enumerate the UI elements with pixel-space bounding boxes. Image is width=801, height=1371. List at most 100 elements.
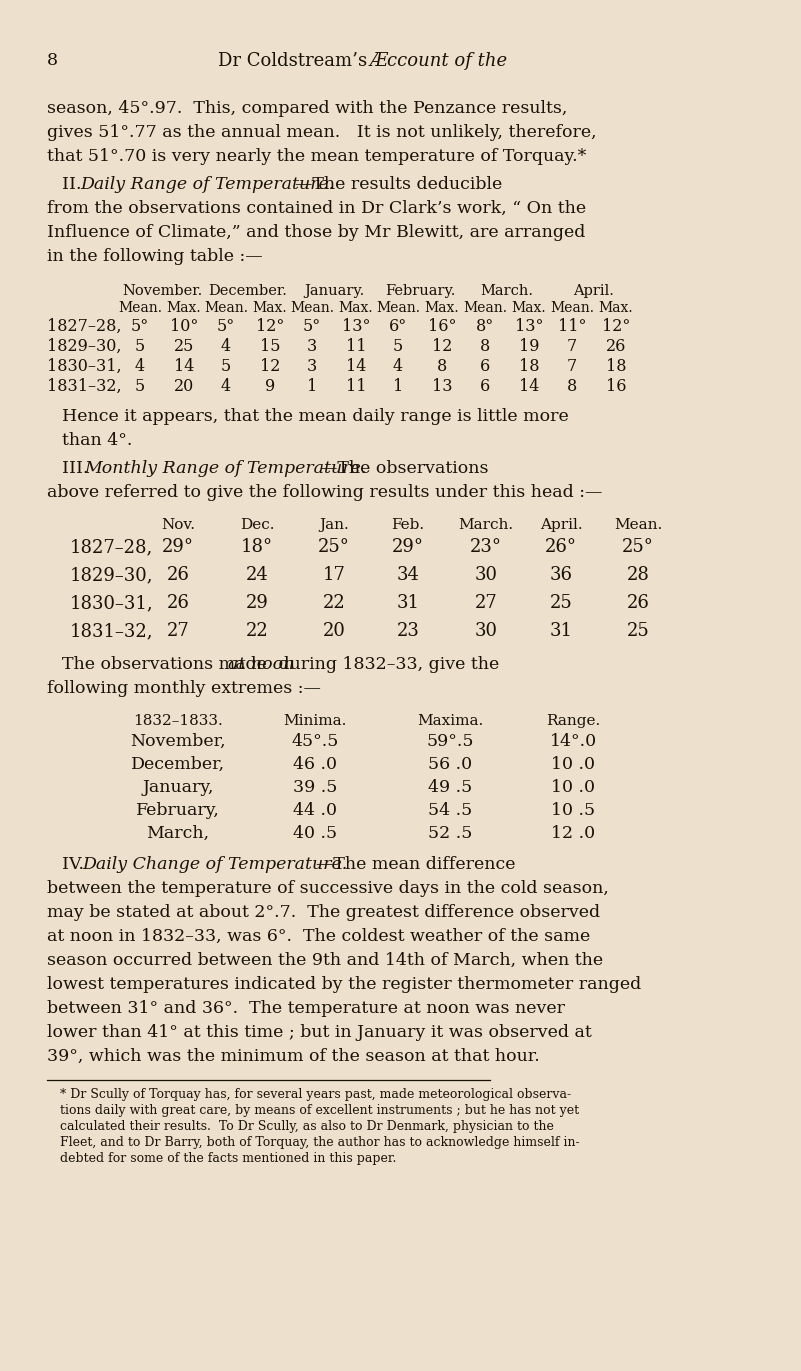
Text: 20: 20 (174, 378, 194, 395)
Text: that 51°.70 is very nearly the mean temperature of Torquay.*: that 51°.70 is very nearly the mean temp… (47, 148, 586, 165)
Text: 18: 18 (519, 358, 539, 376)
Text: February,: February, (136, 802, 220, 818)
Text: 23°: 23° (470, 537, 502, 557)
Text: 1829–30,: 1829–30, (47, 339, 122, 355)
Text: 6°: 6° (388, 318, 407, 335)
Text: 49 .5: 49 .5 (428, 779, 472, 797)
Text: Range.: Range. (545, 714, 600, 728)
Text: between the temperature of successive days in the cold season,: between the temperature of successive da… (47, 880, 609, 897)
Text: 7: 7 (567, 358, 578, 376)
Text: 39 .5: 39 .5 (293, 779, 337, 797)
Text: 1827–28,: 1827–28, (70, 537, 153, 557)
Text: between 31° and 36°.  The temperature at noon was never: between 31° and 36°. The temperature at … (47, 999, 565, 1017)
Text: 11°: 11° (557, 318, 586, 335)
Text: 23: 23 (396, 622, 420, 640)
Text: 8°: 8° (476, 318, 494, 335)
Text: 12 .0: 12 .0 (551, 825, 595, 842)
Text: —The observations: —The observations (320, 461, 489, 477)
Text: Mean.: Mean. (614, 518, 662, 532)
Text: 16: 16 (606, 378, 626, 395)
Text: 10°: 10° (170, 318, 198, 335)
Text: following monthly extremes :—: following monthly extremes :— (47, 680, 321, 696)
Text: 10 .5: 10 .5 (551, 802, 595, 818)
Text: III.: III. (62, 461, 94, 477)
Text: 6: 6 (480, 378, 490, 395)
Text: —The mean difference: —The mean difference (316, 856, 516, 873)
Text: 5°: 5° (131, 318, 149, 335)
Text: Max.: Max. (425, 302, 459, 315)
Text: 9: 9 (265, 378, 275, 395)
Text: January.: January. (304, 284, 364, 298)
Text: Max.: Max. (598, 302, 634, 315)
Text: calculated their results.  To Dr Scully, as also to Dr Denmark, physician to the: calculated their results. To Dr Scully, … (60, 1120, 553, 1132)
Text: Feb.: Feb. (392, 518, 425, 532)
Text: gives 51°.77 as the annual mean.   It is not unlikely, therefore,: gives 51°.77 as the annual mean. It is n… (47, 123, 597, 141)
Text: Max.: Max. (512, 302, 546, 315)
Text: 5: 5 (392, 339, 403, 355)
Text: Max.: Max. (167, 302, 201, 315)
Text: Jan.: Jan. (319, 518, 349, 532)
Text: 40 .5: 40 .5 (293, 825, 337, 842)
Text: season, 45°.97.  This, compared with the Penzance results,: season, 45°.97. This, compared with the … (47, 100, 567, 117)
Text: 4: 4 (393, 358, 403, 376)
Text: January,: January, (143, 779, 214, 797)
Text: 30: 30 (474, 566, 497, 584)
Text: 26: 26 (167, 566, 190, 584)
Text: Mean.: Mean. (463, 302, 507, 315)
Text: 10 .0: 10 .0 (551, 779, 595, 797)
Text: 13: 13 (432, 378, 453, 395)
Text: December,: December, (131, 755, 225, 773)
Text: IV.: IV. (62, 856, 90, 873)
Text: Monthly Range of Temperature.: Monthly Range of Temperature. (84, 461, 366, 477)
Text: Minima.: Minima. (284, 714, 347, 728)
Text: 29°: 29° (392, 537, 424, 557)
Text: tions daily with great care, by means of excellent instruments ; but he has not : tions daily with great care, by means of… (60, 1104, 579, 1117)
Text: 5: 5 (135, 378, 145, 395)
Text: lowest temperatures indicated by the register thermometer ranged: lowest temperatures indicated by the reg… (47, 976, 642, 993)
Text: above referred to give the following results under this head :—: above referred to give the following res… (47, 484, 602, 500)
Text: Mean.: Mean. (550, 302, 594, 315)
Text: —The results deducible: —The results deducible (295, 175, 502, 193)
Text: 22: 22 (323, 594, 345, 611)
Text: Hence it appears, that the mean daily range is little more: Hence it appears, that the mean daily ra… (62, 409, 569, 425)
Text: 25°: 25° (622, 537, 654, 557)
Text: 16°: 16° (428, 318, 457, 335)
Text: 45°.5: 45°.5 (292, 733, 339, 750)
Text: II.: II. (62, 175, 87, 193)
Text: 46 .0: 46 .0 (293, 755, 337, 773)
Text: 31: 31 (396, 594, 420, 611)
Text: Mean.: Mean. (290, 302, 334, 315)
Text: 15: 15 (260, 339, 280, 355)
Text: March,: March, (147, 825, 210, 842)
Text: 26: 26 (626, 594, 650, 611)
Text: 17: 17 (323, 566, 345, 584)
Text: 54 .5: 54 .5 (428, 802, 472, 818)
Text: 25: 25 (174, 339, 194, 355)
Text: 31: 31 (549, 622, 573, 640)
Text: 12: 12 (432, 339, 453, 355)
Text: 56 .0: 56 .0 (428, 755, 472, 773)
Text: 8: 8 (47, 52, 58, 69)
Text: 26: 26 (606, 339, 626, 355)
Text: April.: April. (574, 284, 614, 298)
Text: 13°: 13° (515, 318, 543, 335)
Text: 14°.0: 14°.0 (549, 733, 597, 750)
Text: 8: 8 (567, 378, 578, 395)
Text: November,: November, (131, 733, 226, 750)
Text: 18°: 18° (241, 537, 273, 557)
Text: Daily Range of Temperature.: Daily Range of Temperature. (80, 175, 334, 193)
Text: 20: 20 (323, 622, 345, 640)
Text: 14: 14 (346, 358, 366, 376)
Text: Fleet, and to Dr Barry, both of Torquay, the author has to acknowledge himself i: Fleet, and to Dr Barry, both of Torquay,… (60, 1137, 580, 1149)
Text: March.: March. (458, 518, 513, 532)
Text: during 1832–33, give the: during 1832–33, give the (273, 655, 499, 673)
Text: Daily Change of Temperature.: Daily Change of Temperature. (82, 856, 348, 873)
Text: 1831–32,: 1831–32, (47, 378, 122, 395)
Text: 3: 3 (307, 339, 317, 355)
Text: 26°: 26° (545, 537, 577, 557)
Text: Nov.: Nov. (161, 518, 195, 532)
Text: 7: 7 (567, 339, 578, 355)
Text: 1827–28,: 1827–28, (47, 318, 122, 335)
Text: April.: April. (540, 518, 582, 532)
Text: 4: 4 (221, 378, 231, 395)
